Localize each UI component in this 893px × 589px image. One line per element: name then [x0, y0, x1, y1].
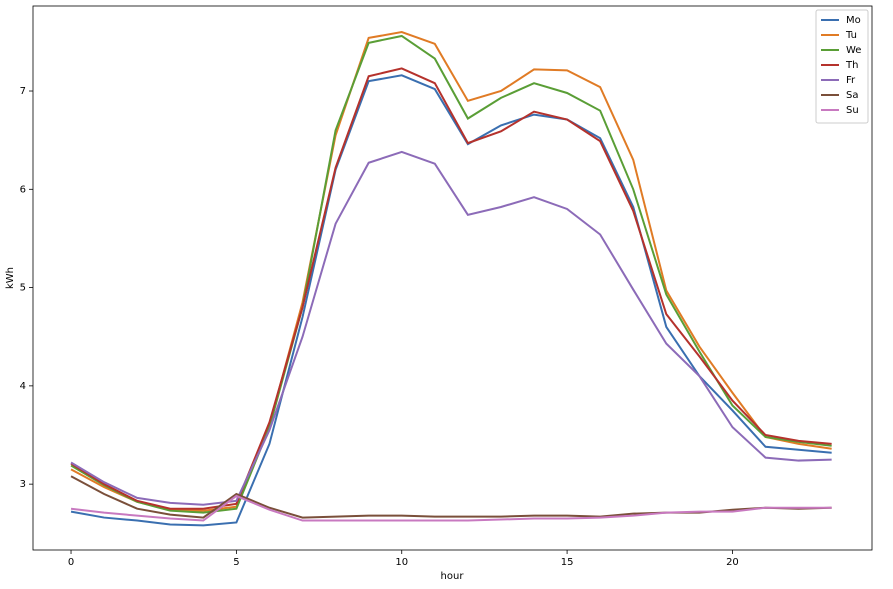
legend-label: Th [845, 60, 858, 71]
y-tick-label: 6 [20, 184, 26, 195]
series-line [70, 34, 832, 514]
legend-label: Sa [846, 90, 858, 101]
legend-label: We [846, 45, 861, 56]
series-line [70, 67, 832, 510]
legend-label: Su [846, 105, 859, 116]
y-tick-label: 5 [20, 283, 26, 294]
x-tick-label: 5 [233, 557, 239, 568]
legend-label: Tu [845, 30, 857, 41]
legend-label: Fr [846, 75, 856, 86]
series-line [70, 150, 832, 506]
y-tick-label: 3 [20, 479, 26, 490]
plot-frame [32, 5, 873, 551]
x-tick-label: 20 [726, 557, 739, 568]
x-axis-label: hour [441, 571, 465, 582]
series-line [70, 31, 832, 512]
legend-box [815, 9, 869, 124]
y-tick-label: 7 [20, 86, 26, 97]
y-tick-label: 4 [20, 381, 26, 392]
y-axis-label: kWh [5, 267, 16, 289]
x-tick-label: 0 [68, 557, 74, 568]
x-tick-label: 15 [561, 557, 574, 568]
x-tick-label: 10 [395, 557, 408, 568]
series-line [70, 494, 832, 522]
series-line [70, 74, 832, 527]
legend-label: Mo [846, 15, 861, 26]
